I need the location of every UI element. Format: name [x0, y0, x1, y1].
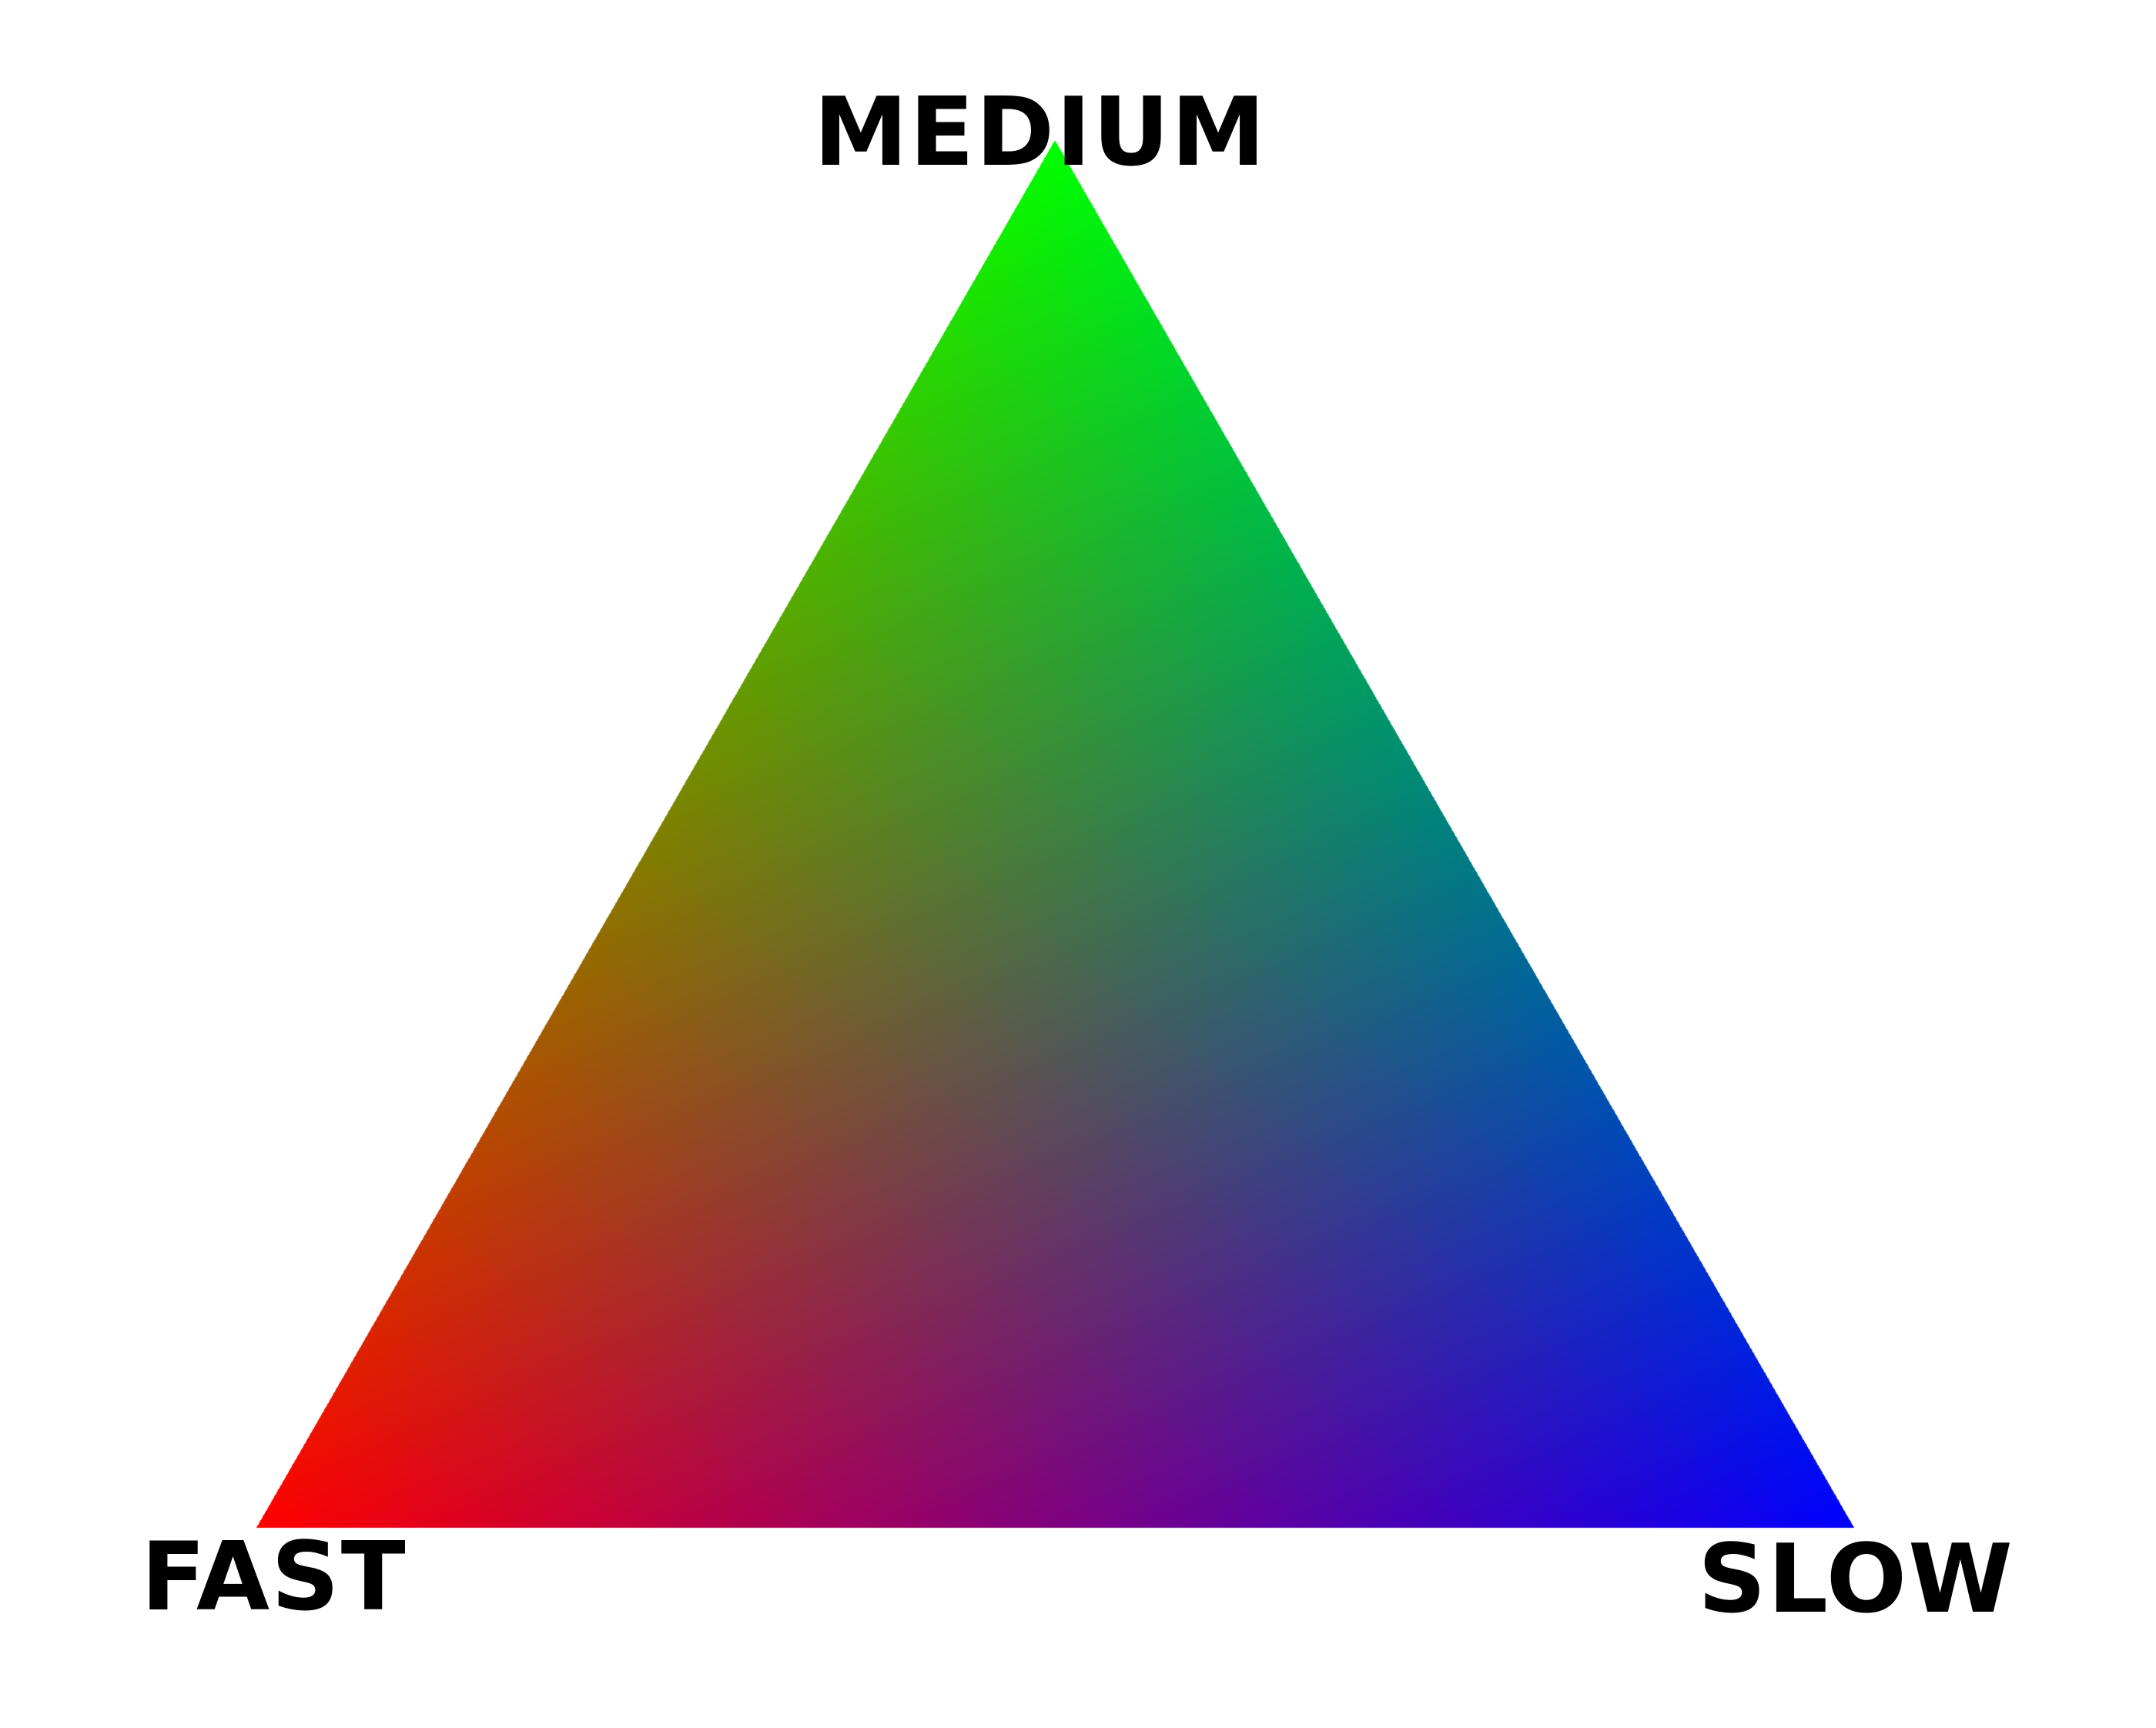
- vertex-label-slow: SLOW: [1698, 1525, 2014, 1635]
- vertex-label-medium: MEDIUM: [813, 78, 1267, 188]
- vertex-label-fast: FAST: [141, 1522, 407, 1633]
